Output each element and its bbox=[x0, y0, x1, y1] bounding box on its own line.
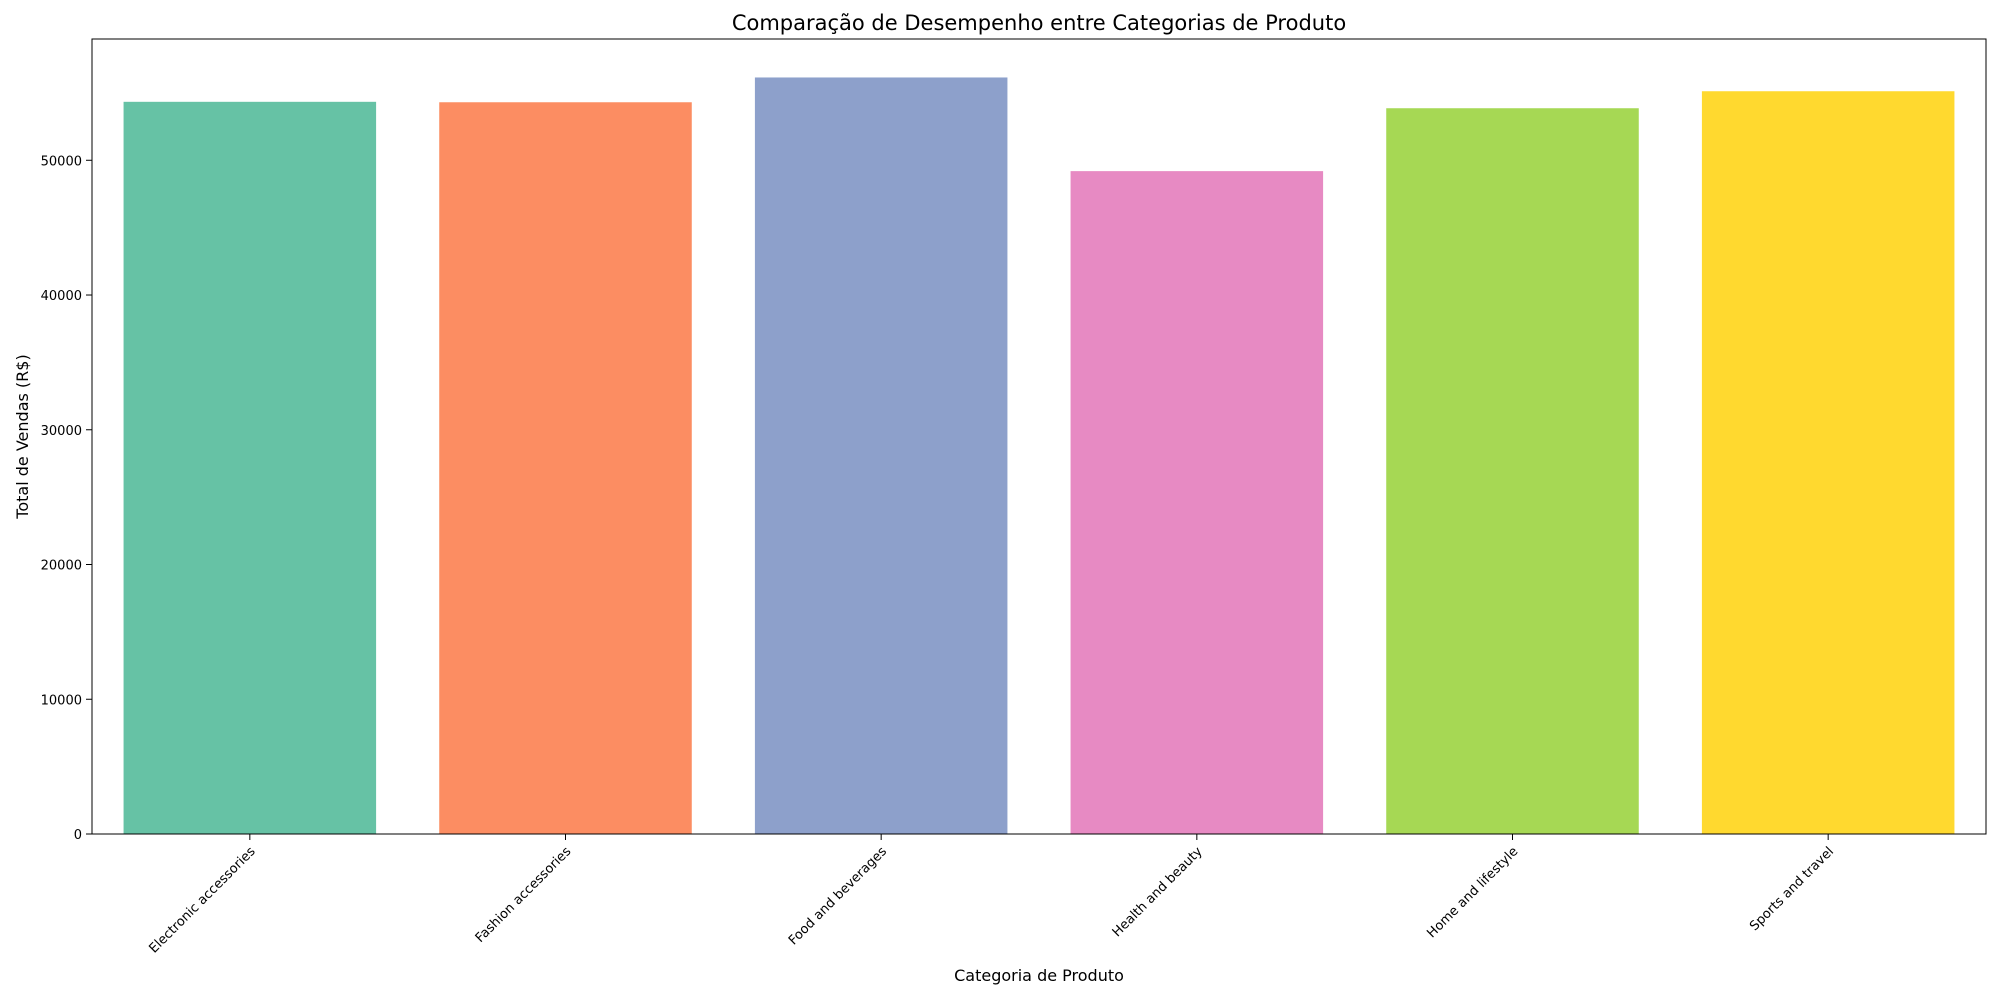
bar-electronic-accessories bbox=[123, 101, 377, 834]
bar-food-and-beverages bbox=[754, 77, 1008, 835]
x-axis-label: Categoria de Produto bbox=[954, 966, 1124, 985]
y-tick-label: 10000 bbox=[41, 693, 82, 708]
plot-frame bbox=[91, 38, 1987, 835]
bar-home-and-lifestyle bbox=[1386, 108, 1639, 835]
x-tick-label: Sports and travel bbox=[1747, 844, 1837, 934]
y-axis-ticks: 0 10000 20000 30000 40000 50000 bbox=[41, 154, 92, 843]
y-tick-label: 30000 bbox=[41, 424, 82, 439]
x-tick-label: Health and beauty bbox=[1110, 844, 1206, 940]
x-tick-label: Home and lifestyle bbox=[1424, 844, 1521, 941]
y-tick-label: 0 bbox=[74, 828, 82, 843]
bar-health-and-beauty bbox=[1070, 171, 1324, 834]
bars-group bbox=[123, 77, 1955, 835]
bar-fashion-accessories bbox=[439, 102, 692, 835]
y-tick-label: 40000 bbox=[41, 289, 82, 304]
bar-sports-and-travel bbox=[1701, 91, 1955, 835]
x-tick-label: Electronic accessories bbox=[146, 844, 258, 956]
y-axis-label: Total de Vendas (R$) bbox=[13, 354, 32, 519]
y-tick-label: 50000 bbox=[41, 154, 82, 169]
x-axis-ticks: Electronic accessories Fashion accessorie… bbox=[146, 834, 1837, 956]
chart-title: Comparação de Desempenho entre Categoria… bbox=[732, 11, 1346, 35]
x-tick-label: Food and beverages bbox=[786, 844, 890, 948]
y-tick-label: 20000 bbox=[41, 559, 82, 574]
x-tick-label: Fashion accessories bbox=[473, 844, 575, 946]
